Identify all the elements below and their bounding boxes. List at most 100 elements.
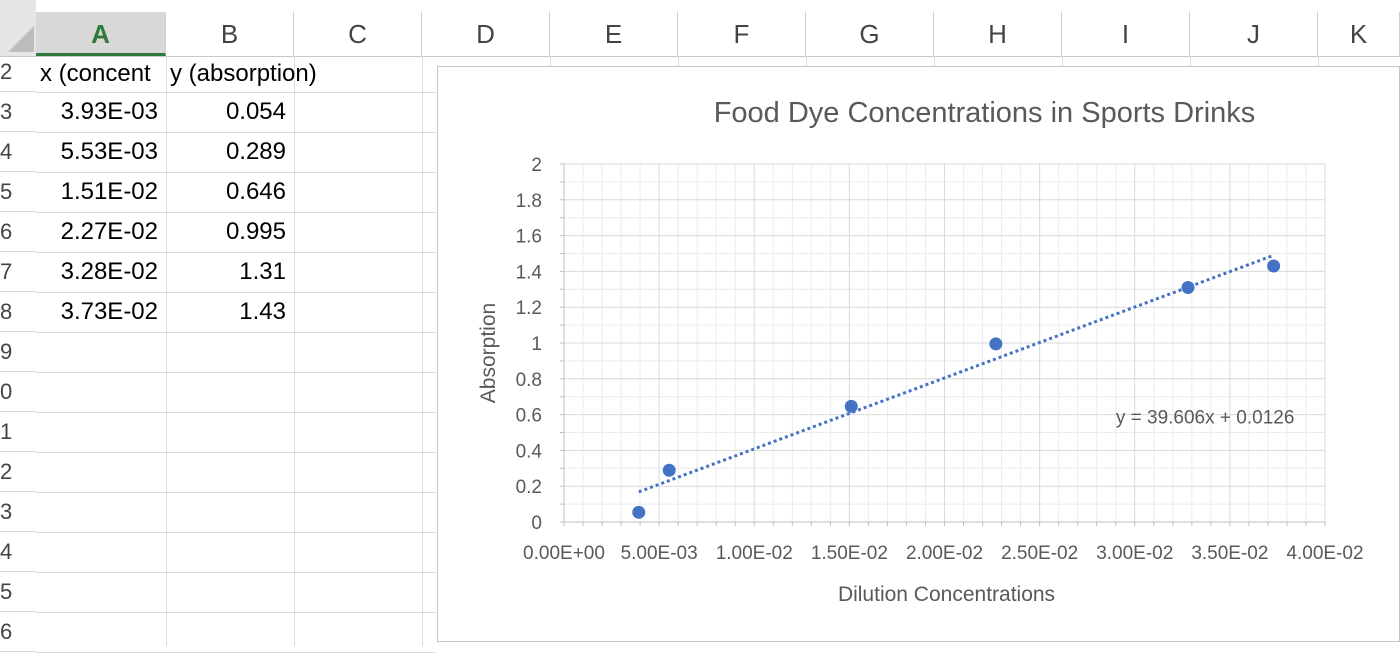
select-all-triangle-icon	[8, 26, 34, 52]
cell-b7[interactable]: 1.31	[239, 258, 286, 285]
row-header-label: 5	[0, 179, 13, 204]
x-tick-label: 4.00E-02	[1286, 543, 1363, 564]
y-axis-label: Absorption	[477, 303, 500, 403]
cell-b6[interactable]: 0.995	[225, 218, 286, 245]
gridline-horizontal	[36, 252, 436, 253]
y-tick-label: 1.2	[516, 298, 542, 319]
column-header-k[interactable]: K	[1318, 12, 1400, 56]
gridline-horizontal	[36, 332, 436, 333]
row-header-label: 9	[0, 339, 13, 364]
data-point	[662, 463, 676, 477]
row-header[interactable]: 4	[0, 132, 36, 172]
x-tick-label: 5.00E-03	[621, 543, 698, 564]
y-tick-label: 1.8	[516, 191, 542, 212]
gridline-vertical	[550, 56, 551, 66]
gridline-horizontal	[36, 172, 436, 173]
select-all-corner[interactable]	[0, 0, 37, 57]
column-header-i[interactable]: I	[1062, 12, 1190, 56]
gridline-vertical	[294, 56, 295, 646]
row-header-label: 3	[0, 499, 13, 524]
column-header-bar	[36, 0, 1400, 57]
row-header[interactable]: 5	[0, 572, 36, 612]
cell-a4[interactable]: 5.53E-03	[60, 138, 158, 165]
x-tick-label: 3.50E-02	[1191, 543, 1268, 564]
cell-a6[interactable]: 2.27E-02	[60, 218, 158, 245]
trendline	[638, 253, 1275, 494]
data-point	[632, 505, 646, 519]
y-tick-label: 0	[531, 513, 542, 534]
row-header-label: 1	[0, 419, 13, 444]
y-tick-label: 1.4	[516, 262, 543, 283]
cell-a5[interactable]: 1.51E-02	[60, 178, 158, 205]
cell-a8[interactable]: 3.73E-02	[60, 298, 158, 325]
x-tick-label: 0.00E+00	[523, 543, 605, 564]
gridline-vertical	[1062, 56, 1063, 66]
column-header-h[interactable]: H	[934, 12, 1062, 56]
data-point	[844, 399, 858, 413]
trendline-equation: y = 39.606x + 0.0126	[1116, 408, 1295, 429]
cell-b4[interactable]: 0.289	[225, 138, 286, 165]
data-point	[989, 337, 1003, 351]
x-axis-label: Dilution Concentrations	[838, 583, 1055, 606]
row-header[interactable]: 3	[0, 92, 36, 132]
gridline-vertical	[934, 56, 935, 66]
column-header-j[interactable]: J	[1190, 12, 1318, 56]
column-header-f[interactable]: F	[678, 12, 806, 56]
chart-canvas: Food Dye Concentrations in Sports Drinks…	[477, 97, 1364, 606]
column-header-a[interactable]: A	[36, 12, 166, 56]
gridline-horizontal	[36, 572, 436, 573]
row-header-label: 0	[0, 379, 13, 404]
gridline-horizontal	[36, 372, 436, 373]
x-tick-label: 3.00E-02	[1096, 543, 1173, 564]
y-tick-label: 0.2	[516, 477, 542, 498]
cell-a2[interactable]: x (concent	[40, 60, 151, 87]
cell-b2[interactable]: y (absorption)	[170, 60, 317, 87]
row-header[interactable]: 6	[0, 212, 36, 252]
scatter-chart[interactable]: Food Dye Concentrations in Sports Drinks…	[437, 66, 1400, 642]
y-tick-label: 0.6	[516, 406, 542, 427]
x-tick-label: 1.00E-02	[716, 543, 793, 564]
row-header-label: 3	[0, 99, 13, 124]
gridline-horizontal	[36, 292, 436, 293]
y-tick-label: 1	[531, 334, 542, 355]
column-header-g[interactable]: G	[806, 12, 934, 56]
column-header-c[interactable]: C	[294, 12, 422, 56]
chart-title: Food Dye Concentrations in Sports Drinks	[714, 97, 1256, 129]
row-header[interactable]: 7	[0, 252, 36, 292]
gridline-horizontal	[36, 92, 436, 93]
x-tick-label: 2.00E-02	[906, 543, 983, 564]
row-header[interactable]: 3	[0, 492, 36, 532]
y-tick-label: 2	[531, 155, 542, 176]
gridline-vertical	[422, 56, 423, 646]
row-header[interactable]: 2	[0, 52, 36, 92]
row-header-label: 6	[0, 619, 13, 644]
x-tick-label: 1.50E-02	[811, 543, 888, 564]
row-header[interactable]: 5	[0, 172, 36, 212]
row-header-label: 2	[0, 459, 13, 484]
gridline-horizontal	[36, 492, 436, 493]
cell-a3[interactable]: 3.93E-03	[60, 98, 158, 125]
row-header[interactable]: 4	[0, 532, 36, 572]
gridline-vertical	[1190, 56, 1191, 66]
row-header[interactable]: 2	[0, 452, 36, 492]
row-header[interactable]: 0	[0, 372, 36, 412]
y-tick-label: 0.4	[516, 441, 543, 462]
column-header-b[interactable]: B	[166, 12, 294, 56]
gridline-horizontal	[36, 612, 436, 613]
row-header[interactable]: 9	[0, 332, 36, 372]
row-header[interactable]: 8	[0, 292, 36, 332]
row-header[interactable]: 1	[0, 412, 36, 452]
cell-b3[interactable]: 0.054	[225, 98, 286, 125]
data-point	[1267, 259, 1281, 273]
gridline-vertical	[806, 56, 807, 66]
gridline-horizontal	[36, 452, 436, 453]
column-header-e[interactable]: E	[550, 12, 678, 56]
gridline-vertical	[678, 56, 679, 66]
row-header[interactable]: 6	[0, 612, 36, 652]
row-header-label: 2	[0, 59, 13, 84]
column-header-d[interactable]: D	[422, 12, 550, 56]
cell-a7[interactable]: 3.28E-02	[60, 258, 158, 285]
y-tick-label: 1.6	[516, 227, 542, 248]
cell-b5[interactable]: 0.646	[225, 178, 286, 205]
cell-b8[interactable]: 1.43	[239, 298, 286, 325]
